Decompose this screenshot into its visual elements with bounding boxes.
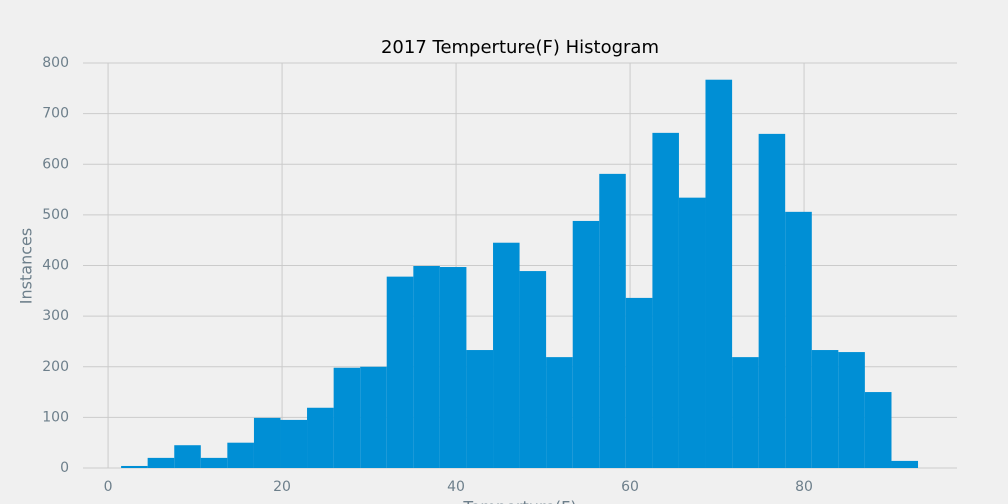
bar <box>413 266 440 468</box>
y-tick-label: 200 <box>42 359 69 375</box>
bar <box>439 267 467 468</box>
y-axis-label: Instances <box>17 228 36 304</box>
x-tick-label: 0 <box>104 479 113 495</box>
bar <box>227 442 254 468</box>
bar <box>678 197 706 468</box>
bar <box>174 445 201 468</box>
y-tick-label: 400 <box>42 258 69 274</box>
bar <box>280 419 308 468</box>
y-tick-label: 600 <box>42 156 69 172</box>
x-tick-label: 60 <box>621 479 639 495</box>
bar <box>253 417 281 468</box>
y-tick-label: 500 <box>42 207 69 223</box>
bar <box>333 367 361 468</box>
bar <box>200 457 228 468</box>
bar <box>519 271 547 468</box>
bar <box>360 366 387 468</box>
bar <box>147 457 175 468</box>
y-tick-label: 700 <box>42 106 69 122</box>
bar <box>758 133 786 468</box>
x-tick-label: 20 <box>273 479 291 495</box>
bar <box>546 357 573 468</box>
bar <box>599 173 626 468</box>
bar <box>466 350 494 468</box>
x-tick-label: 40 <box>447 479 465 495</box>
bar <box>572 220 600 468</box>
bar <box>386 276 414 468</box>
bar <box>811 350 839 468</box>
bar <box>838 352 865 468</box>
bar <box>732 357 759 468</box>
y-tick-label: 800 <box>42 55 69 71</box>
bar <box>307 407 334 468</box>
y-tick-label: 0 <box>60 460 69 476</box>
bar <box>891 460 919 468</box>
x-axis-label: Temperture(F) <box>462 498 576 504</box>
y-tick-label: 300 <box>42 308 69 324</box>
x-tick-label: 80 <box>795 479 813 495</box>
bar <box>493 242 520 468</box>
bar <box>652 132 679 469</box>
bar <box>121 465 148 468</box>
bar <box>625 297 653 468</box>
chart-title: 2017 Temperture(F) Histogram <box>381 37 659 58</box>
bar <box>864 392 892 468</box>
bar <box>785 211 812 468</box>
y-tick-label: 100 <box>42 409 69 425</box>
bar <box>705 79 733 469</box>
